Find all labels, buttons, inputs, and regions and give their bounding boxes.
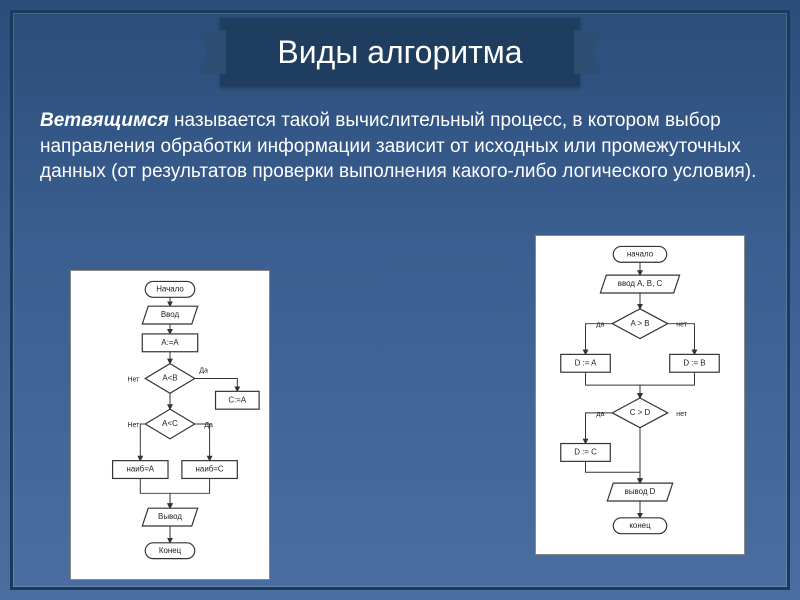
svg-text:D := B: D := B [683,358,705,367]
svg-text:D := C: D := C [574,448,597,457]
svg-text:наиб=C: наиб=C [196,465,224,474]
svg-text:D := A: D := A [575,358,597,367]
svg-text:да: да [596,322,604,329]
svg-text:Нет: Нет [127,376,140,383]
svg-text:Начало: Начало [156,284,184,293]
flowchart-left-svg: Нет Да Нет Да Начало Ввод A:=A A<B A<C C:=A наиб=A… [71,271,269,579]
svg-text:Да: Да [204,422,213,429]
svg-text:C:=A: C:=A [228,395,247,404]
flowchart-right-svg: да нет да нет начало ввод А, В, С A > B D := A D… [536,236,744,554]
svg-text:наиб=A: наиб=A [126,465,154,474]
svg-text:Да: Да [199,368,208,375]
bold-term: Ветвящимся [40,110,169,131]
svg-text:C > D: C > D [630,408,651,417]
svg-text:вывод D: вывод D [625,487,656,496]
flowchart-right: да нет да нет начало ввод А, В, С A > B D := A D… [535,235,745,555]
svg-text:конец: конец [629,521,651,530]
title-banner: Виды алгоритма [220,18,580,86]
svg-text:Нет: Нет [127,422,140,429]
svg-text:A > B: A > B [630,319,649,328]
svg-text:Ввод: Ввод [161,310,180,319]
slide-title: Виды алгоритма [277,34,522,71]
flowchart-left: Нет Да Нет Да Начало Ввод A:=A A<B A<C C:=A наиб=A… [70,270,270,580]
svg-text:начало: начало [627,249,654,258]
svg-text:да: да [596,411,604,418]
svg-text:Вывод: Вывод [158,512,182,521]
svg-text:Конец: Конец [159,546,182,555]
svg-text:A:=A: A:=A [161,338,179,347]
svg-text:нет: нет [676,322,687,329]
svg-text:нет: нет [676,411,687,418]
svg-text:A<B: A<B [162,374,177,383]
slide-paragraph: Ветвящимся называется такой вычислительн… [40,108,760,185]
svg-text:A<C: A<C [162,419,178,428]
svg-text:ввод А, В, С: ввод А, В, С [618,279,663,288]
